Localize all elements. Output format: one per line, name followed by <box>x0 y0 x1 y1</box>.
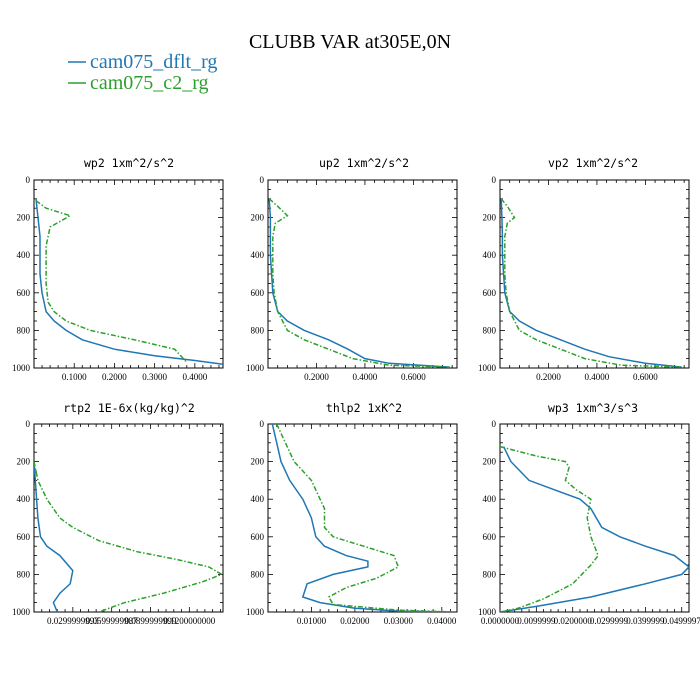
panel-wp2: wp2 1xm^2/s^2 0 200 400 600 800 1000 0.1000 0.2… <box>12 156 224 382</box>
y-tick-label: 400 <box>251 250 265 260</box>
x-tick-label: 0.01000 <box>297 616 327 626</box>
series-line-dflt <box>271 424 455 612</box>
plot-frame <box>499 423 690 613</box>
panel-title: thlp2 1xK^2 <box>326 401 402 415</box>
panel-title: vp2 1xm^2/s^2 <box>548 156 638 170</box>
y-tick-label: 1000 <box>478 607 497 617</box>
y-tick-label: 200 <box>17 457 31 467</box>
y-tick-label: 400 <box>17 250 31 260</box>
y-tick-label: 0 <box>260 419 265 429</box>
y-tick-label: 0 <box>26 419 31 429</box>
panel-rtp2: rtp2 1E-6x(kg/kg)^2 0 200 400 600 800 1000 0.0… <box>12 401 224 626</box>
panel-up2: up2 1xm^2/s^2 0 200 400 600 800 1000 0.2000 0.4… <box>246 156 458 382</box>
x-tick-label: 0.0200000 <box>554 616 593 626</box>
x-tick-label: 0.3000 <box>142 372 167 382</box>
series-line-c2 <box>34 461 223 612</box>
plot-frame <box>267 179 458 369</box>
series-line-dflt <box>500 446 689 612</box>
series-line-c2 <box>276 424 455 612</box>
legend-label-c2: cam075_c2_rg <box>90 72 209 94</box>
series-line-c2 <box>268 198 450 368</box>
y-tick-label: 800 <box>17 325 31 335</box>
x-tick-label: 0.2000 <box>102 372 127 382</box>
panel-thlp2: thlp2 1xK^2 0 200 400 600 800 1000 0.01000 0.02… <box>246 401 458 626</box>
x-tick-label: 0.0599999987 <box>86 616 138 626</box>
y-tick-label: 0 <box>26 175 31 185</box>
panel-title: rtp2 1E-6x(kg/kg)^2 <box>63 401 195 415</box>
x-tick-label: 0.6000 <box>633 372 658 382</box>
series-line-c2 <box>500 445 599 612</box>
x-tick-label: 0.0499997 <box>663 616 700 626</box>
x-tick-label: 0.0299999 <box>590 616 629 626</box>
series-line-dflt <box>268 198 450 368</box>
y-tick-label: 400 <box>483 250 497 260</box>
x-tick-label: 0.0899999999 <box>125 616 177 626</box>
y-tick-label: 400 <box>17 494 31 504</box>
y-tick-label: 200 <box>17 213 31 223</box>
x-tick-label: 0.0000000 <box>481 616 520 626</box>
x-tick-label: 0.4000 <box>353 372 378 382</box>
y-tick-label: 200 <box>251 457 265 467</box>
series-line-c2 <box>35 200 188 363</box>
x-tick-label: 0.03000 <box>384 616 414 626</box>
y-tick-label: 200 <box>483 213 497 223</box>
y-tick-label: 600 <box>17 288 31 298</box>
y-tick-label: 600 <box>251 532 265 542</box>
y-tick-label: 600 <box>251 288 265 298</box>
x-tick-label: 0.1200000000 <box>163 616 215 626</box>
y-tick-label: 800 <box>483 569 497 579</box>
x-tick-label: 0.04000 <box>427 616 457 626</box>
series-line-c2 <box>500 198 682 368</box>
y-tick-label: 1000 <box>12 363 31 373</box>
y-tick-label: 1000 <box>12 607 31 617</box>
plot-frame <box>499 179 690 369</box>
plot-frame <box>267 423 458 613</box>
series-line-dflt <box>500 198 682 368</box>
y-tick-label: 200 <box>483 457 497 467</box>
y-tick-label: 600 <box>17 532 31 542</box>
panel-wp3: wp3 1xm^3/s^3 0 200 400 600 800 10000.0000000… <box>478 401 700 626</box>
legend: cam075_dflt_rg cam075_c2_rg <box>68 51 217 94</box>
y-tick-label: 600 <box>483 532 497 542</box>
figure-title: CLUBB VAR at305E,0N <box>249 31 451 53</box>
x-tick-label: 0.1000 <box>62 372 87 382</box>
y-tick-label: 400 <box>251 494 265 504</box>
y-tick-label: 1000 <box>478 363 497 373</box>
y-tick-label: 0 <box>492 175 497 185</box>
y-tick-label: 800 <box>483 325 497 335</box>
y-tick-label: 1000 <box>246 607 265 617</box>
panel-title: wp2 1xm^2/s^2 <box>84 156 174 170</box>
panel-vp2: vp2 1xm^2/s^2 0 200 400 600 800 1000 0.2000 0.4… <box>478 156 690 382</box>
panel-title: wp3 1xm^3/s^3 <box>548 401 638 415</box>
y-tick-label: 0 <box>492 419 497 429</box>
x-tick-label: 0.2000 <box>536 372 561 382</box>
x-tick-label: 0.0399999 <box>626 616 665 626</box>
y-tick-label: 600 <box>483 288 497 298</box>
series-line-dflt <box>34 461 74 612</box>
x-tick-label: 0.0099999 <box>517 616 556 626</box>
plot-frame <box>33 179 224 369</box>
x-tick-label: 0.2000 <box>304 372 329 382</box>
y-tick-label: 400 <box>483 494 497 504</box>
x-tick-label: 0.4000 <box>585 372 610 382</box>
panel-title: up2 1xm^2/s^2 <box>319 156 409 170</box>
legend-label-dflt: cam075_dflt_rg <box>90 51 217 73</box>
y-tick-label: 800 <box>251 325 265 335</box>
y-tick-label: 200 <box>251 213 265 223</box>
y-tick-label: 800 <box>17 569 31 579</box>
y-tick-label: 800 <box>251 569 265 579</box>
x-tick-label: 0.02000 <box>340 616 370 626</box>
x-tick-label: 0.4000 <box>182 372 207 382</box>
y-tick-label: 1000 <box>246 363 265 373</box>
x-tick-label: 0.6000 <box>401 372 426 382</box>
y-tick-label: 0 <box>260 175 265 185</box>
x-tick-label: 0.0299999993 <box>47 616 99 626</box>
series-line-dflt <box>35 198 223 365</box>
